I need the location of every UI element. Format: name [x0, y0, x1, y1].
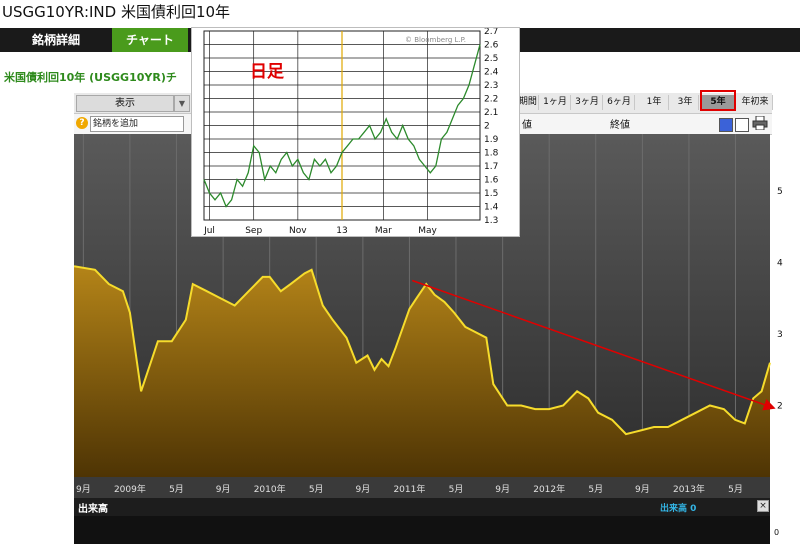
daily-yield-line: [203, 44, 481, 208]
chevron-down-icon[interactable]: ▼: [174, 95, 190, 112]
x-tick-label: 9月: [495, 484, 510, 495]
y-tick-label: 2: [484, 122, 490, 132]
y-tick-label: 2.5: [484, 54, 498, 64]
tab-chart[interactable]: チャート: [112, 28, 188, 52]
x-tick-label: 5月: [309, 484, 324, 495]
y-tick-label: 3: [777, 330, 783, 340]
column-header-value: 値: [522, 120, 532, 131]
x-tick-label: 9月: [356, 484, 371, 495]
period-button-6m[interactable]: 6ヶ月: [604, 95, 635, 110]
daily-annotation: 日足: [250, 62, 284, 82]
y-tick-label: 2.6: [484, 41, 499, 51]
print-icon[interactable]: [752, 116, 768, 130]
yield-area: [74, 266, 770, 477]
inset-chart: Jul Sep Nov 13 Mar May 1.3 1.4 1.5 1.6 1.7 1.8 1.9 2…: [191, 27, 520, 237]
y-tick-label: 1.3: [484, 216, 498, 226]
x-tick-label: 5月: [169, 484, 184, 495]
y-tick-label: 2.1: [484, 108, 498, 118]
x-tick-label: 5月: [449, 484, 464, 495]
selected-period-highlight: [700, 90, 736, 111]
y-tick-label: 2.2: [484, 95, 498, 105]
y-tick-label: 5: [777, 187, 783, 197]
page-title: USGG10YR:IND 米国債利回10年: [2, 3, 231, 21]
color-swatch-blue[interactable]: [719, 118, 733, 132]
help-icon[interactable]: ?: [76, 117, 88, 129]
volume-zero-label: 0: [774, 528, 780, 537]
x-tick-label: 2013年: [673, 483, 705, 495]
add-symbol-input[interactable]: 銘柄を追加: [90, 116, 184, 132]
close-icon[interactable]: ×: [757, 500, 769, 512]
x-tick-label: 2009年: [114, 483, 146, 495]
x-tick-label: 2012年: [533, 483, 565, 495]
x-tick-label: 2011年: [393, 483, 425, 495]
period-button-1y[interactable]: 1年: [640, 95, 669, 110]
period-button-3m[interactable]: 3ヶ月: [572, 95, 603, 110]
tab-detail[interactable]: 銘柄詳細: [4, 28, 108, 52]
chart-subtitle: 米国債利回10年 (USGG10YR)チ: [4, 71, 177, 84]
y-tick-label: 2: [777, 402, 783, 412]
y-tick-label: 1.4: [484, 203, 499, 213]
trend-arrow: [411, 279, 776, 411]
x-axis-strip: [74, 477, 770, 498]
period-button-3y[interactable]: 3年: [672, 95, 699, 110]
x-tick-label: 9月: [635, 484, 650, 495]
y-tick-label: 2.3: [484, 81, 498, 91]
volume-panel: [74, 516, 770, 544]
y-tick-label: 1.8: [484, 149, 499, 159]
period-button-1m[interactable]: 1ヶ月: [540, 95, 571, 110]
x-tick-label: 5月: [588, 484, 603, 495]
x-tick-label: 2010年: [254, 483, 286, 495]
y-tick-label: 1.7: [484, 162, 498, 172]
y-tick-label: 1.6: [484, 176, 499, 186]
y-tick-label: 2.4: [484, 68, 499, 78]
watermark: © Bloomberg L.P.: [405, 36, 466, 44]
x-tick-label: Mar: [375, 226, 392, 236]
y-tick-label: 4: [777, 259, 783, 269]
y-tick-label: 2.7: [484, 27, 498, 37]
column-header-close: 終値: [610, 120, 630, 131]
x-tick-label: 9月: [216, 484, 231, 495]
color-swatch-white[interactable]: [735, 118, 749, 132]
x-tick-label: Jul: [203, 226, 215, 236]
x-tick-label: May: [418, 226, 437, 236]
x-tick-label: Sep: [245, 226, 262, 236]
volume-value: 出来高 0: [660, 504, 697, 514]
volume-label: 出来高: [78, 504, 108, 515]
main-chart: 9月 2009年 5月 9月 2010年 5月 9月 2011年 5月 9月 2012年 5月 9月 20…: [74, 134, 783, 498]
x-tick-label: 5月: [728, 484, 743, 495]
x-tick-label: 9月: [76, 484, 91, 495]
x-tick-label: Nov: [289, 226, 307, 236]
x-tick-label: 13: [336, 226, 347, 236]
yield-line: [74, 265, 771, 436]
volume-header: [74, 498, 770, 516]
y-tick-label: 1.9: [484, 135, 499, 145]
period-button-ytd[interactable]: 年初来: [738, 95, 773, 110]
y-tick-label: 1.5: [484, 189, 498, 199]
display-button[interactable]: 表示: [76, 95, 174, 112]
